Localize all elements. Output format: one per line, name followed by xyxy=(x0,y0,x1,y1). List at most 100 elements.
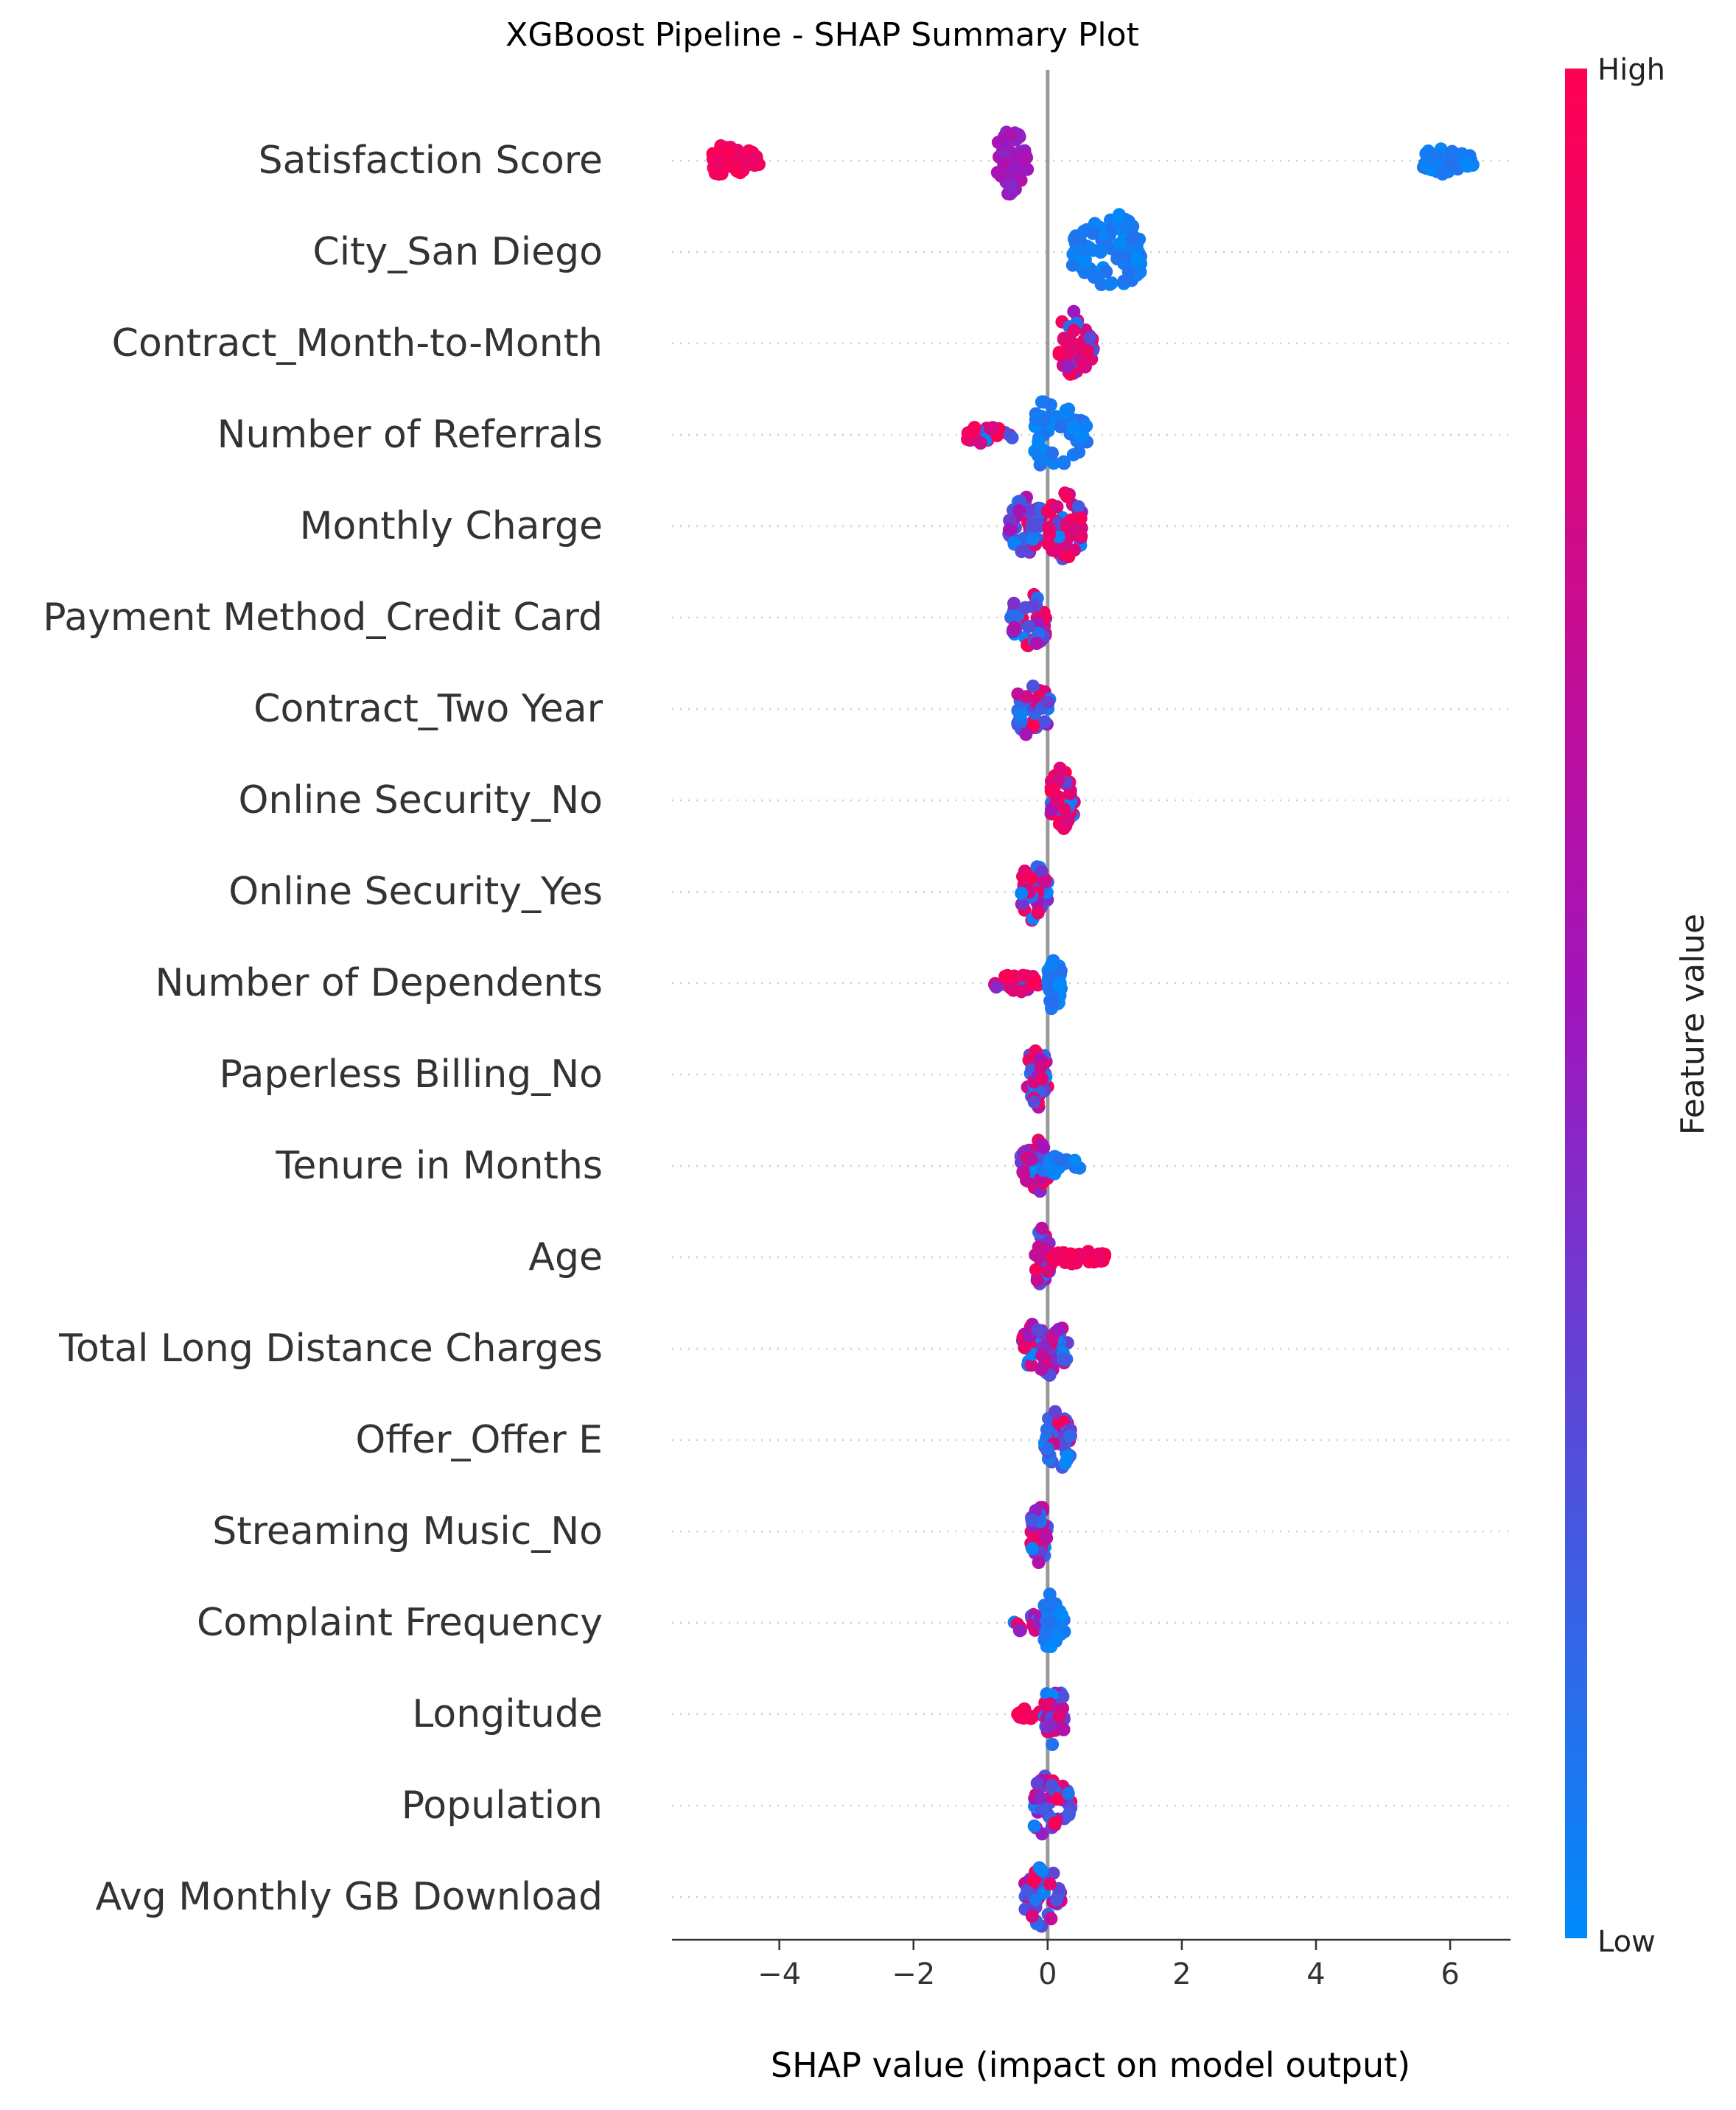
shap-point xyxy=(1033,1791,1047,1805)
x-tick-label: −4 xyxy=(757,1957,801,1991)
shap-point xyxy=(1004,179,1018,193)
shap-point xyxy=(1063,1429,1077,1443)
shap-point xyxy=(1435,167,1449,181)
shap-point xyxy=(1027,1819,1041,1833)
shap-point xyxy=(1043,1877,1057,1891)
shap-point xyxy=(749,150,763,164)
shap-point xyxy=(1074,529,1088,543)
shap-point xyxy=(1007,621,1021,635)
colorbar-low-label: Low xyxy=(1597,1925,1656,1959)
shap-point xyxy=(1043,1600,1057,1614)
shap-point xyxy=(1063,786,1077,800)
feature-label: Number of Referrals xyxy=(217,413,603,457)
shap-point xyxy=(1019,727,1033,741)
shap-point xyxy=(1029,637,1043,650)
shap-point xyxy=(1041,537,1055,551)
shap-point xyxy=(1093,245,1107,259)
shap-point xyxy=(1062,550,1076,564)
shap-point xyxy=(1117,274,1131,288)
shap-point xyxy=(1017,1167,1031,1181)
shap-point xyxy=(1111,250,1124,264)
shap-point xyxy=(1057,455,1071,469)
shap-point xyxy=(1055,1608,1069,1622)
feature-label: Complaint Frequency xyxy=(197,1601,603,1645)
shap-point xyxy=(1040,1531,1054,1545)
shap-point xyxy=(1035,1362,1048,1376)
shap-point xyxy=(710,156,724,170)
shap-point xyxy=(1043,966,1057,980)
shap-point xyxy=(1047,783,1061,797)
colorbar-high-label: High xyxy=(1597,53,1665,87)
shap-point xyxy=(1013,707,1027,721)
shap-point xyxy=(1045,1778,1059,1792)
shap-point xyxy=(1054,1153,1068,1167)
shap-point xyxy=(1025,1910,1039,1924)
shap-point xyxy=(1026,680,1040,694)
shap-point xyxy=(1065,258,1079,272)
feature-label: Age xyxy=(528,1235,603,1279)
shap-point xyxy=(1015,545,1029,559)
feature-label: Online Security_Yes xyxy=(228,870,603,914)
shap-point xyxy=(1026,1542,1039,1556)
shap-point xyxy=(1011,687,1025,701)
shap-point xyxy=(1001,968,1015,982)
shap-point xyxy=(1032,435,1046,449)
x-ticks: −4 −2 0 2 4 6 xyxy=(757,1940,1460,1991)
shap-point xyxy=(1052,1415,1066,1429)
feature-label: Contract_Month-to-Month xyxy=(112,321,603,366)
shap-point xyxy=(1103,277,1117,291)
shap-point xyxy=(1024,872,1038,886)
feature-label: Online Security_No xyxy=(238,778,603,822)
shap-point xyxy=(1034,1060,1048,1074)
shap-point xyxy=(1039,1625,1053,1639)
shap-point xyxy=(1079,419,1093,433)
shap-point xyxy=(1046,446,1059,460)
shap-point xyxy=(1035,864,1049,878)
x-axis-label: SHAP value (impact on model output) xyxy=(771,2045,1410,2085)
shap-point xyxy=(1067,304,1081,318)
shap-point xyxy=(1031,1323,1045,1337)
shap-point xyxy=(1050,794,1063,808)
shap-point xyxy=(1443,156,1457,170)
shap-point xyxy=(1035,395,1049,409)
shap-point xyxy=(1032,518,1046,532)
shap-point xyxy=(1065,344,1079,357)
x-tick-label: 4 xyxy=(1306,1957,1325,1991)
shap-point xyxy=(1025,1513,1039,1527)
shap-point xyxy=(1077,225,1091,238)
shap-point xyxy=(1125,232,1139,246)
chart-title: XGBoost Pipeline - SHAP Summary Plot xyxy=(505,16,1139,54)
feature-labels: Satisfaction Score City_San Diego Contract… xyxy=(43,139,603,1919)
shap-point xyxy=(1003,514,1017,528)
shap-point xyxy=(1050,500,1064,514)
feature-label: Avg Monthly GB Download xyxy=(95,1875,603,1919)
shap-point xyxy=(1067,324,1081,338)
shap-point xyxy=(1048,1816,1062,1830)
shap-point xyxy=(1032,1251,1046,1265)
shap-point xyxy=(1028,973,1042,986)
shap-point xyxy=(1032,449,1046,463)
shap-point xyxy=(1015,985,1029,999)
shap-point xyxy=(1045,957,1059,971)
feature-label: Total Long Distance Charges xyxy=(58,1327,603,1371)
feature-label: Offer_Offer E xyxy=(355,1418,603,1462)
shap-point xyxy=(1057,1254,1071,1268)
shap-point xyxy=(1021,1883,1035,1897)
colorbar: High Low Feature value xyxy=(1565,53,1712,1959)
shap-point xyxy=(1083,331,1097,345)
shap-point xyxy=(1111,210,1125,224)
shap-point xyxy=(1040,1698,1054,1712)
shap-point xyxy=(1057,1722,1071,1736)
shap-point xyxy=(1012,504,1026,517)
shap-point xyxy=(1130,252,1144,266)
shap-point xyxy=(1060,517,1074,531)
shap-point xyxy=(1002,523,1016,537)
shap-point xyxy=(1066,419,1080,433)
x-tick-label: 2 xyxy=(1172,1957,1191,1991)
shap-point xyxy=(1043,1587,1057,1601)
shap-point xyxy=(1061,1786,1075,1800)
shap-point xyxy=(1026,532,1040,546)
colorbar-axis-label: Feature value xyxy=(1674,914,1712,1135)
shap-point xyxy=(1018,601,1032,615)
shap-point xyxy=(1035,1221,1049,1235)
